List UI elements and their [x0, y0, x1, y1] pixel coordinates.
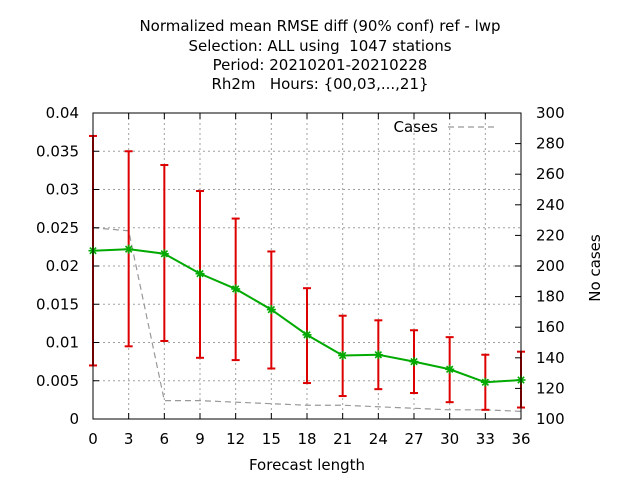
y-tick-label: 0.015 — [36, 295, 79, 313]
data-point-marker — [480, 377, 490, 387]
y2-tick-label: 120 — [536, 379, 565, 397]
marker-stroke — [445, 365, 454, 373]
y2-tick-label: 260 — [536, 165, 565, 183]
x-tick-label: 12 — [226, 430, 245, 448]
chart-title-line-1: Normalized mean RMSE diff (90% conf) ref… — [139, 17, 501, 35]
data-point-marker — [195, 269, 205, 279]
axes — [92, 112, 522, 420]
x-tick-label: 6 — [160, 430, 170, 448]
x-tick-label: 33 — [476, 430, 495, 448]
x-tick-label: 3 — [124, 430, 134, 448]
y2-tick-label: 160 — [536, 318, 565, 336]
y-tick-label: 0.02 — [46, 257, 79, 275]
data-point-marker — [302, 330, 312, 340]
y-tick-label: 0.025 — [36, 219, 79, 237]
y2-tick-label: 220 — [536, 226, 565, 244]
series-layer — [88, 134, 526, 412]
marker-stroke — [124, 245, 133, 253]
tick-labels: 0 3 6 9 12 15 18 21 24 27 30 33 3600.0050.010.0150.0… — [36, 104, 565, 448]
y2-tick-label: 180 — [536, 288, 565, 306]
x-tick-label: 21 — [333, 430, 352, 448]
x-tick-label: 9 — [195, 430, 205, 448]
x-tick-label: 30 — [440, 430, 459, 448]
x-tick-label: 15 — [262, 430, 281, 448]
y2-tick-label: 280 — [536, 135, 565, 153]
marker-stroke — [410, 357, 418, 366]
x-tick-label: 18 — [297, 430, 316, 448]
y-tick-label: 0.03 — [46, 181, 79, 199]
x-tick-label: 36 — [511, 430, 530, 448]
x-tick-label: 27 — [404, 430, 423, 448]
y-tick-label: 0.035 — [36, 142, 79, 160]
y-tick-label: 0.04 — [46, 104, 79, 122]
data-point-marker — [373, 350, 383, 360]
marker-stroke — [231, 285, 240, 293]
marker-stroke — [303, 331, 311, 339]
marker-stroke — [160, 250, 169, 258]
y2-tick-label: 200 — [536, 257, 565, 275]
y2-tick-label: 240 — [536, 196, 565, 214]
marker-stroke — [196, 269, 204, 278]
data-point-marker — [159, 249, 169, 259]
marker-stroke — [338, 351, 347, 360]
y-tick-label: 0 — [69, 410, 79, 428]
marker-stroke — [374, 351, 383, 359]
y2-tick-label: 100 — [536, 410, 565, 428]
x-tick-label: 24 — [369, 430, 388, 448]
data-point-marker — [338, 351, 348, 361]
y2-axis-label: No cases — [586, 234, 604, 302]
y-tick-label: 0.01 — [46, 334, 79, 352]
marker-stroke — [267, 305, 276, 314]
y-tick-label: 0.005 — [36, 372, 79, 390]
chart-title-line-4: Rh2m Hours: {00,03,...,21} — [211, 75, 429, 93]
legend-label-cases: Cases — [393, 118, 438, 136]
cases-series-line — [92, 227, 522, 412]
x-axis-label: Forecast length — [249, 456, 365, 474]
marker-stroke — [481, 378, 490, 386]
legend: Cases — [393, 118, 498, 136]
data-point-marker — [445, 364, 455, 374]
chart-title-line-3: Period: 20210201-20210228 — [212, 56, 428, 74]
y2-tick-label: 300 — [536, 104, 565, 122]
data-point-marker — [409, 357, 419, 367]
data-point-marker — [266, 305, 276, 315]
data-point-marker — [124, 244, 134, 254]
y2-tick-label: 140 — [536, 349, 565, 367]
x-tick-label: 0 — [88, 430, 98, 448]
chart-title-line-2: Selection: ALL using 1047 stations — [188, 37, 452, 55]
data-point-marker — [231, 284, 241, 294]
